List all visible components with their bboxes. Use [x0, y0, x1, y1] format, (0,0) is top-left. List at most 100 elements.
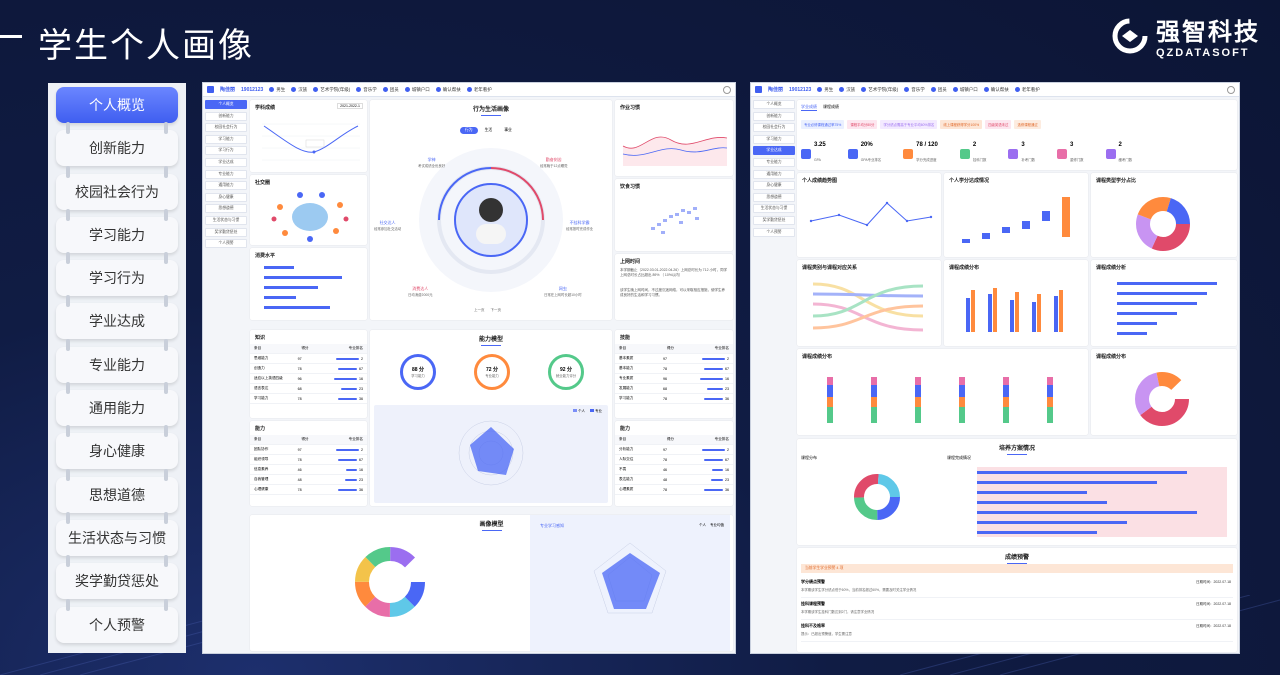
row-name: 思维能力 [254, 356, 269, 360]
sidebar-item[interactable]: 校园社会行为 [753, 123, 795, 133]
sidebar-item[interactable]: 专业能力 [753, 157, 795, 167]
stacked-bar-segment [1047, 397, 1053, 407]
tab-career[interactable]: 事业 [504, 128, 512, 132]
grade-rose-chart [1135, 372, 1189, 426]
tab-life[interactable]: 生活 [484, 128, 493, 132]
term-select[interactable]: 2021-2022-1 [337, 103, 363, 109]
sankey-card: 课程类别与课程对应关系 [797, 260, 941, 346]
sidebar-item[interactable]: 个人概览 [753, 100, 795, 109]
menu-item-1[interactable]: 创新能力 [56, 122, 178, 167]
stat-label: 缓考门数 [1118, 158, 1133, 162]
menu-item-4[interactable]: 学习行为 [56, 252, 178, 297]
menu-item-5[interactable]: 学业达成 [56, 295, 178, 340]
ability-gauge: 88 分学习能力 [400, 354, 436, 390]
grade-warning-card: 成绩预警 当前学生学业预警 4 项 学分绩点预警 本学期该学生学分绩点低于60%，… [797, 548, 1237, 652]
warning-item[interactable]: 挂科课程预警 本学期该学生挂科门数达到2门，请注意学业情况 日期时间：2022.07… [801, 598, 1233, 620]
stacked-bar-segment [827, 407, 833, 423]
overview-screenshot: 陶佳丽 19012123 男生 汉族 艺术学院(年级) 音乐学 团员 城镇户口 确认帮扶 老年… [202, 82, 736, 654]
tag-dot-icon [356, 87, 362, 92]
sidebar-item[interactable]: 个人预警 [205, 239, 247, 249]
binder-pin [66, 165, 70, 178]
table-header: 条目 得分 专业排名 [250, 435, 367, 445]
sidebar-item[interactable]: 思想道德 [753, 192, 795, 202]
menu-item-10[interactable]: 生活状态与习惯 [56, 511, 178, 556]
sidebar-item[interactable]: 学业达成 [205, 157, 247, 167]
table-row: 信息素养 46 16 [250, 465, 367, 475]
plan-progress-chart [977, 467, 1227, 537]
row-name: 人际交往 [619, 457, 634, 461]
warning-item[interactable]: 学分绩点预警 本学期该学生学分绩点低于60%，当前排名超过60%，需要及时关注学业… [801, 576, 1233, 598]
sidebar-item[interactable]: 身心健康 [753, 181, 795, 191]
sidebar-item[interactable]: 生活状态与习惯 [205, 215, 247, 225]
next-page-button[interactable]: 下一页 [490, 308, 502, 312]
close-icon[interactable] [723, 85, 731, 94]
menu-item-3[interactable]: 学习能力 [56, 208, 178, 253]
rank-bar [335, 357, 359, 360]
training-plan-card: 培养方案情况 课程分布 课程完成情况 [797, 439, 1237, 545]
table-row: 团队协作 97 2 [250, 445, 367, 455]
prev-page-button[interactable]: 上一页 [474, 308, 485, 312]
menu-item-2[interactable]: 校园社会行为 [56, 165, 178, 210]
behavior-tabs: 行为 生活 事业 [460, 127, 517, 134]
sidebar-item[interactable]: 奖学勤贷惩处 [753, 215, 795, 225]
sidebar-item[interactable]: 校园社会行为 [205, 123, 247, 133]
column-header: 条目 [254, 437, 262, 441]
tab-courses[interactable]: 课程成绩 [823, 104, 839, 109]
sidebar-item[interactable]: 学习行为 [205, 146, 247, 156]
binder-pin [164, 555, 168, 568]
stat-label: 补考门数 [1021, 158, 1035, 162]
sidebar-item[interactable]: 学业达成 [753, 146, 795, 156]
sidebar-item[interactable]: 个人概览 [205, 100, 247, 109]
sidebar-item[interactable]: 个人预警 [753, 227, 795, 237]
menu-item-9[interactable]: 思想道德 [56, 468, 178, 513]
sidebar-item[interactable]: 专业能力 [205, 169, 247, 179]
sidebar-item[interactable]: 学习能力 [205, 134, 247, 144]
online-title: 上网时间 [620, 259, 641, 265]
gauge-value: 92 分 [560, 367, 572, 373]
close-icon[interactable] [1227, 85, 1235, 94]
academic-summary-card: 学业成绩 课程成绩 专业必修课程通过率75% 课程平均分80分 学分绩点需高于专业平… [797, 100, 1237, 170]
warning-item[interactable]: 挂科不及格率 提示：已超出预警值，学生需注意 日期时间：2022.07.18 [801, 620, 1233, 642]
row-rank: 16 [725, 467, 729, 472]
academic-tabs: 学业成绩 课程成绩 [801, 104, 839, 111]
rank-bar [701, 448, 725, 451]
row-rank: 2 [727, 356, 729, 361]
stat-icon [1105, 149, 1116, 159]
table-header: 条目 得分 专业排名 [615, 344, 733, 354]
tab-behavior[interactable]: 行为 [460, 127, 478, 134]
row-name: 学习能力 [619, 396, 634, 400]
menu-item-7[interactable]: 通用能力 [56, 382, 178, 427]
rank-bar [711, 478, 723, 481]
row-score: 78 [663, 457, 667, 462]
sidebar-item[interactable]: 奖学勤贷惩处 [205, 227, 247, 237]
sidebar-item[interactable]: 通用能力 [205, 181, 247, 191]
app-logo-icon [207, 86, 214, 93]
stat-value: 3 [1021, 142, 1025, 148]
menu-item-12[interactable]: 个人预警 [56, 598, 178, 643]
menu-item-6[interactable]: 专业能力 [56, 338, 178, 383]
rank-bar [701, 357, 725, 360]
menu-item-11[interactable]: 奖学勤贷惩处 [56, 555, 178, 600]
topbar-tag: 音乐学 [904, 87, 925, 93]
sidebar-item[interactable]: 创新能力 [205, 111, 247, 121]
menu-item-label: 专业能力 [89, 356, 145, 373]
behavior-title: 行为生活画像 [370, 104, 612, 116]
menu-item-0[interactable]: 个人概览 [56, 87, 178, 123]
sidebar-item[interactable]: 身心健康 [205, 192, 247, 202]
row-score: 68 [297, 386, 302, 391]
sidebar-item[interactable]: 通用能力 [753, 169, 795, 179]
rank-bar [338, 458, 357, 461]
sidebar-item[interactable]: 思想道德 [205, 204, 247, 214]
menu-item-8[interactable]: 身心健康 [56, 425, 178, 470]
credit-waterfall-chart [962, 197, 1070, 243]
online-text: 本学期截止（2022.03.01-2022.04.26）上网总时长为 712 小… [620, 268, 727, 277]
stat-item: 3 重修门数 [1056, 142, 1084, 166]
tab-grades[interactable]: 学业成绩 [801, 104, 817, 111]
ability-gauges: 88 分学习能力 72 分专业能力 92 分就业能力评分 [400, 354, 584, 390]
sidebar-item[interactable]: 生活状态与习惯 [753, 204, 795, 214]
row-score: 78 [663, 487, 667, 492]
ability2-table: 条目 得分 专业排名 分析能力 97 2 人际交往 78 67 不畏 46 16 表达能力 48 23 心理素… [615, 435, 733, 495]
sidebar-item[interactable]: 创新能力 [753, 111, 795, 121]
sidebar-item[interactable]: 学习能力 [753, 134, 795, 144]
row-name: 自我管理 [254, 477, 269, 481]
